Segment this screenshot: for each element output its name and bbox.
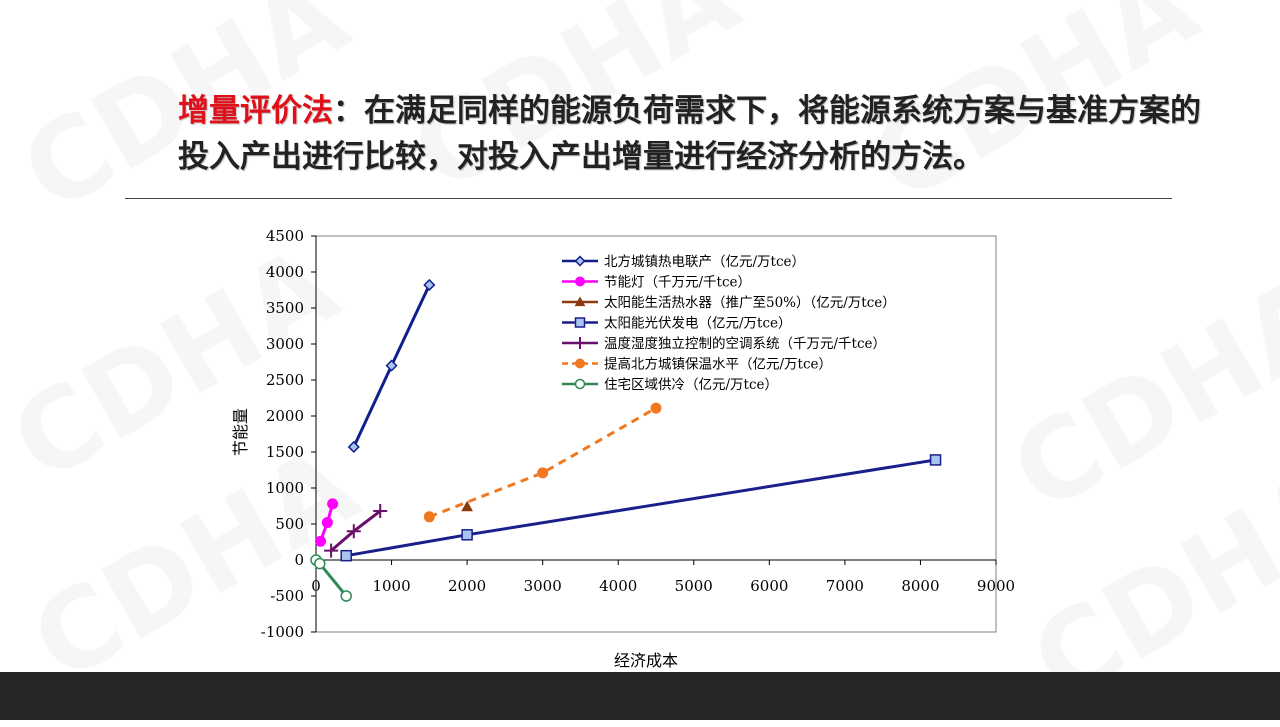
data-point-3 <box>461 529 473 541</box>
data-point-4 <box>346 524 361 539</box>
data-point-1 <box>327 498 339 510</box>
x-tick-label: 8000 <box>901 577 939 595</box>
x-tick-label: 0 <box>311 577 321 595</box>
data-point-6 <box>340 590 352 602</box>
data-point-1 <box>315 535 327 547</box>
y-tick-label: 500 <box>275 515 304 533</box>
data-point-5 <box>423 511 435 523</box>
x-tick-label: 5000 <box>675 577 713 595</box>
data-point-1 <box>321 517 333 529</box>
data-point-3 <box>340 549 352 562</box>
y-tick-label: 1500 <box>266 443 304 461</box>
x-tick-label: 4000 <box>599 577 637 595</box>
series-line-3 <box>345 458 936 558</box>
slide-headline: 增量评价法：在满足同样的能源负荷需求下，将能源系统方案与基准方案的投入产出进行比… <box>178 88 1208 180</box>
data-point-0 <box>347 440 360 454</box>
legend-marker <box>575 276 585 287</box>
headline-term: 增量评价法 <box>178 93 333 129</box>
legend-marker <box>574 317 586 328</box>
data-point-0 <box>385 359 398 372</box>
x-axis-label: 经济成本 <box>614 651 678 670</box>
y-axis-label: 节能量 <box>231 408 250 456</box>
y-tick-label: 3000 <box>266 335 304 353</box>
data-point-4 <box>373 504 388 519</box>
footer-bar <box>0 672 1280 720</box>
y-tick-label: 4500 <box>266 227 304 245</box>
data-point-0 <box>423 278 436 292</box>
data-point-3 <box>929 454 942 466</box>
legend-marker <box>575 358 585 369</box>
legend-marker <box>574 337 586 349</box>
data-point-5 <box>537 467 549 479</box>
legend-marker <box>574 296 586 307</box>
x-tick-label: 3000 <box>524 577 562 595</box>
legend-marker <box>574 378 586 390</box>
legend-entry: 北方城镇热电联产（亿元/万tce） <box>604 254 805 270</box>
y-tick-label: 3500 <box>266 299 304 317</box>
data-point-6 <box>314 557 326 570</box>
y-tick-label: 1000 <box>266 479 304 497</box>
y-tick-label: 0 <box>294 551 304 569</box>
x-tick-label: 7000 <box>826 577 864 595</box>
legend-entry: 太阳能光伏发电（亿元/万tce） <box>604 316 792 332</box>
x-tick-label: 2000 <box>448 577 486 595</box>
legend-marker <box>574 255 586 267</box>
x-tick-label: 6000 <box>750 577 788 595</box>
headline-text: ：在满足同样的能源负荷需求下，将能源系统方案与基准方案的投入产出进行比较，对投入… <box>178 93 1201 175</box>
series-line-5 <box>428 406 657 519</box>
y-tick-label: 4000 <box>266 263 304 281</box>
y-tick-label: -1000 <box>261 623 304 641</box>
legend-entry: 温度湿度独立控制的空调系统（千万元/千tce） <box>604 336 886 352</box>
legend-entry: 节能灯（千万元/千tce） <box>604 275 751 291</box>
x-tick-label: 9000 <box>977 577 1015 595</box>
x-tick-label: 1000 <box>372 577 410 595</box>
data-point-2 <box>461 500 473 512</box>
data-point-4 <box>324 543 339 558</box>
y-tick-label: 2500 <box>266 371 304 389</box>
divider-line <box>125 198 1172 199</box>
data-point-5 <box>650 402 662 414</box>
legend-entry: 提高北方城镇保温水平（亿元/万tce） <box>604 356 832 373</box>
legend-entry: 住宅区域供冷（亿元/万tce） <box>604 377 778 393</box>
legend-entry: 太阳能生活热水器（推广至50%）（亿元/万tce） <box>604 295 896 311</box>
y-tick-label: 2000 <box>266 407 304 425</box>
y-tick-label: -500 <box>270 587 304 605</box>
